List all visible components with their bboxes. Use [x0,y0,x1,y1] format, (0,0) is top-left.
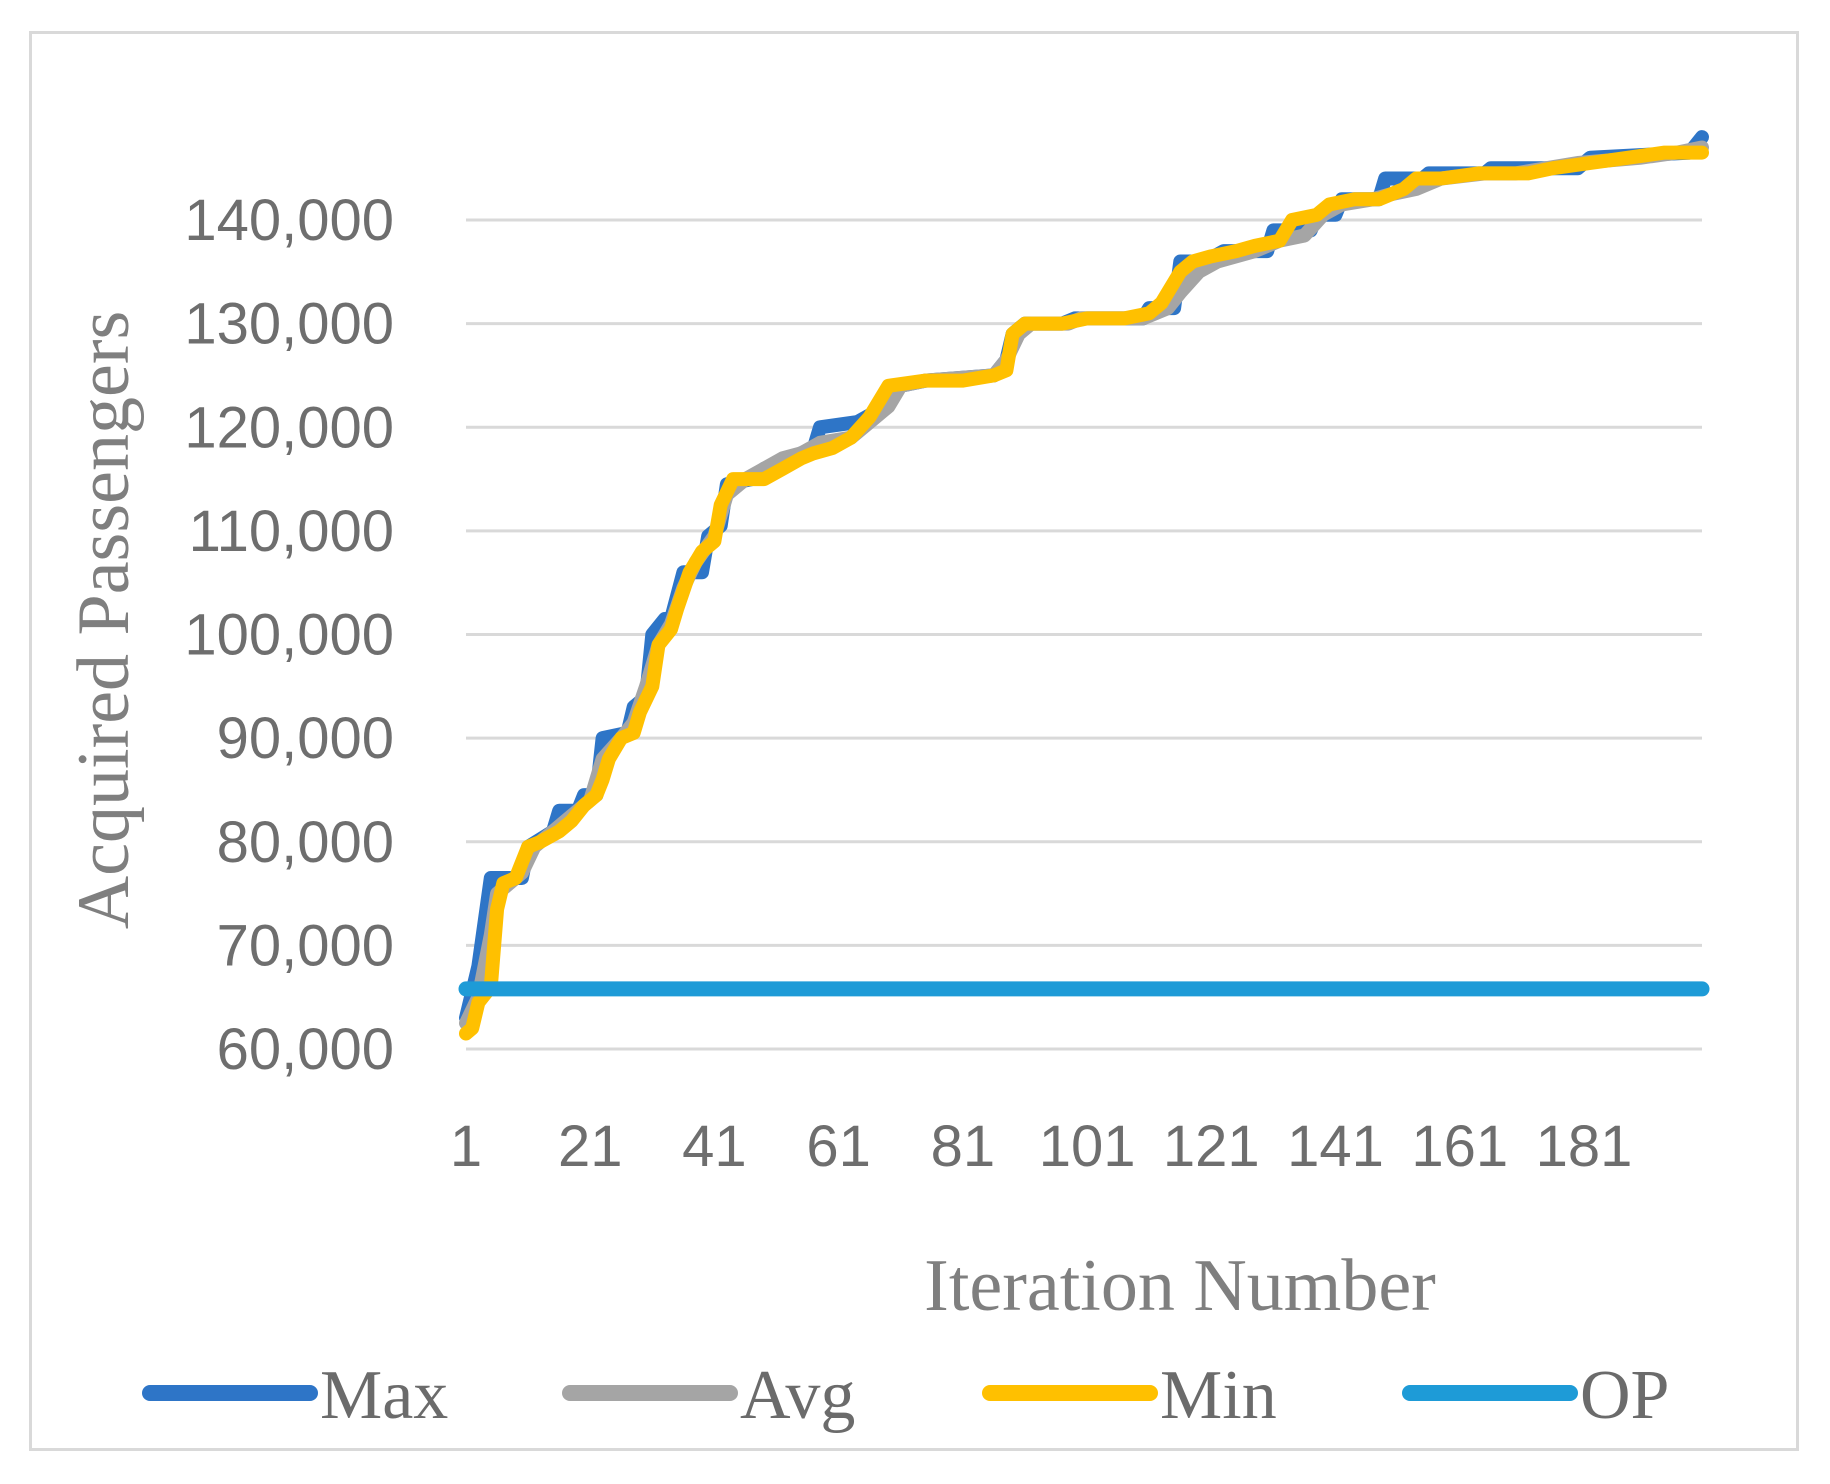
series-line-max [459,130,1709,1025]
legend-label-max: Max [320,1357,448,1434]
x-tick-label: 161 [1411,1114,1508,1179]
chart-frame [29,31,1799,1451]
y-tick-label: 100,000 [184,603,394,668]
y-tick-label: 140,000 [184,188,394,253]
legend-label-op: OP [1580,1357,1669,1434]
x-tick-label: 101 [1039,1114,1136,1179]
y-tick-label: 90,000 [217,706,394,771]
x-tick-label: 1 [450,1114,482,1179]
legend-label-avg: Avg [740,1357,855,1434]
y-tick-label: 120,000 [184,395,394,460]
x-tick-label: 21 [558,1114,623,1179]
x-tick-label: 61 [806,1114,871,1179]
x-tick-label: 81 [931,1114,996,1179]
legend: Max Avg Min OP [142,1357,1669,1434]
y-axis-title: Acquired Passengers [63,311,145,930]
y-tick-label: 80,000 [217,810,394,875]
x-tick-label: 141 [1287,1114,1384,1179]
series-line-avg [459,140,1709,1031]
x-tick-label: 121 [1163,1114,1260,1179]
y-tick-label: 110,000 [189,499,394,564]
x-tick-label: 41 [682,1114,747,1179]
x-axis-ticks: 1 21 41 61 81 101 121 141 161 181 [450,1114,1633,1179]
x-tick-label: 181 [1536,1114,1633,1179]
x-axis-title: Iteration Number [924,1245,1436,1327]
y-axis-ticks: 60,000 70,000 80,000 90,000 100,000 110,000 12… [184,188,394,1082]
series-lines [458,130,1710,1041]
y-tick-label: 130,000 [184,292,394,357]
series-line-min [459,145,1709,1041]
y-tick-label: 70,000 [217,913,394,978]
y-tick-label: 60,000 [217,1017,394,1082]
legend-label-min: Min [1160,1357,1277,1434]
